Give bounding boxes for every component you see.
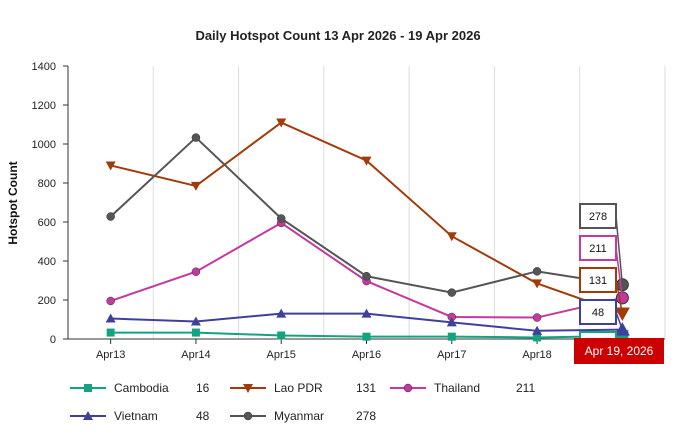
tooltip-value: 278 <box>589 211 607 223</box>
chart-title: Daily Hotspot Count 13 Apr 2026 - 19 Apr… <box>195 28 480 43</box>
tooltip-value: 131 <box>589 275 607 287</box>
legend-label: Cambodia <box>114 381 169 395</box>
x-tick-label: Apr14 <box>181 349 210 361</box>
data-point <box>362 332 371 341</box>
legend-label: Lao PDR <box>274 381 323 395</box>
x-tick-label: Apr16 <box>352 349 381 361</box>
x-tick-label: Apr18 <box>522 349 551 361</box>
legend-label: Thailand <box>434 381 481 395</box>
data-point <box>532 313 542 322</box>
data-point <box>106 296 115 306</box>
data-point <box>614 307 630 321</box>
y-tick-label: 1200 <box>32 100 56 112</box>
x-tick-label: Apr15 <box>267 349 296 361</box>
data-point <box>191 267 201 276</box>
y-tick-label: 1000 <box>32 139 56 151</box>
data-point <box>446 317 457 327</box>
tooltip-connector <box>615 279 624 314</box>
data-point <box>83 411 93 420</box>
data-point <box>276 308 287 318</box>
data-point <box>84 384 92 392</box>
y-tick-label: 0 <box>50 334 56 346</box>
data-point <box>190 316 201 326</box>
tooltip-value: 211 <box>589 243 607 255</box>
grid <box>152 66 666 339</box>
legend-item-myanmar[interactable]: Myanmar 278 <box>230 406 396 426</box>
data-point <box>191 328 200 337</box>
data-point <box>361 156 372 166</box>
data-point <box>532 267 542 276</box>
data-point <box>105 161 116 171</box>
data-point <box>403 383 413 393</box>
legend-label: Myanmar <box>274 409 325 423</box>
legend-swatch <box>70 378 106 398</box>
hover-date-badge: Apr 19, 2026 <box>574 338 664 364</box>
legend-swatch <box>230 378 266 398</box>
legend-value: 278 <box>356 409 377 423</box>
series-thailand <box>106 218 629 322</box>
tooltip-box <box>579 203 617 229</box>
data-point <box>532 325 543 335</box>
tooltip-connector <box>615 247 624 298</box>
tooltip-thailand: 211 <box>579 235 624 298</box>
data-point <box>105 313 116 323</box>
y-tick-label: 200 <box>38 295 56 307</box>
data-point <box>243 411 253 421</box>
legend-swatch <box>390 378 426 398</box>
y-axis-label: Hotspot Count <box>6 161 20 244</box>
data-point <box>190 181 201 191</box>
legend-item-thailand[interactable]: Thailand 211 <box>390 378 556 398</box>
data-point <box>361 308 372 318</box>
series-myanmar <box>106 133 629 297</box>
tooltip-box <box>579 235 617 261</box>
x-tick-label: Apr17 <box>437 349 466 361</box>
tooltip-lao-pdr: 131 <box>579 267 624 314</box>
data-point <box>106 328 115 337</box>
y-tick-label: 1400 <box>32 61 56 73</box>
legend-label: Vietnam <box>114 409 158 423</box>
data-point <box>276 214 286 223</box>
series-line <box>110 221 623 319</box>
legend-swatch <box>230 406 266 426</box>
y-tick-label: 800 <box>38 178 56 190</box>
tooltips: 2782111314816Apr 19, 2026 <box>574 203 664 364</box>
tooltip-myanmar: 278 <box>579 203 624 285</box>
data-point <box>533 333 542 342</box>
tooltip-value: 48 <box>592 307 604 319</box>
series-lao-pdr <box>105 118 630 321</box>
data-point <box>446 232 457 242</box>
data-point <box>106 212 115 221</box>
hover-date-label: Apr 19, 2026 <box>585 344 654 358</box>
axes: 0 200 400 600 800 1000 1200 1400 Apr13 Apr14 Apr15… <box>32 61 665 361</box>
data-point <box>276 118 287 128</box>
data-point <box>447 332 456 341</box>
hover-date-box <box>574 338 664 364</box>
legend-value: 48 <box>196 409 210 423</box>
tooltip-vietnam: 48 <box>579 299 624 330</box>
legend-value: 131 <box>356 381 377 395</box>
y-tick-label: 400 <box>38 256 56 268</box>
legend-value: 16 <box>196 381 210 395</box>
data-point <box>532 279 543 289</box>
tooltip-connector <box>615 311 624 330</box>
tooltip-box <box>579 299 617 325</box>
x-tick-label: Apr13 <box>96 349 125 361</box>
legend-swatch <box>70 406 106 426</box>
data-point <box>362 271 371 281</box>
y-tick-label: 600 <box>38 217 56 229</box>
data-point <box>277 331 286 340</box>
tooltip-connector <box>615 215 624 285</box>
legend-item-vietnam[interactable]: Vietnam 48 <box>70 406 236 426</box>
tooltip-box <box>579 267 617 293</box>
legend-item-lao-pdr[interactable]: Lao PDR 131 <box>230 378 396 398</box>
series-layer <box>105 118 630 342</box>
data-point <box>243 384 253 393</box>
data-point <box>191 133 201 142</box>
data-point <box>447 288 457 297</box>
legend-value: 211 <box>516 381 536 395</box>
legend-item-cambodia[interactable]: Cambodia 16 <box>70 378 236 398</box>
legend: Cambodia 16 Lao PDR 131 Thailand 211 Vietnam 48… <box>70 378 670 428</box>
